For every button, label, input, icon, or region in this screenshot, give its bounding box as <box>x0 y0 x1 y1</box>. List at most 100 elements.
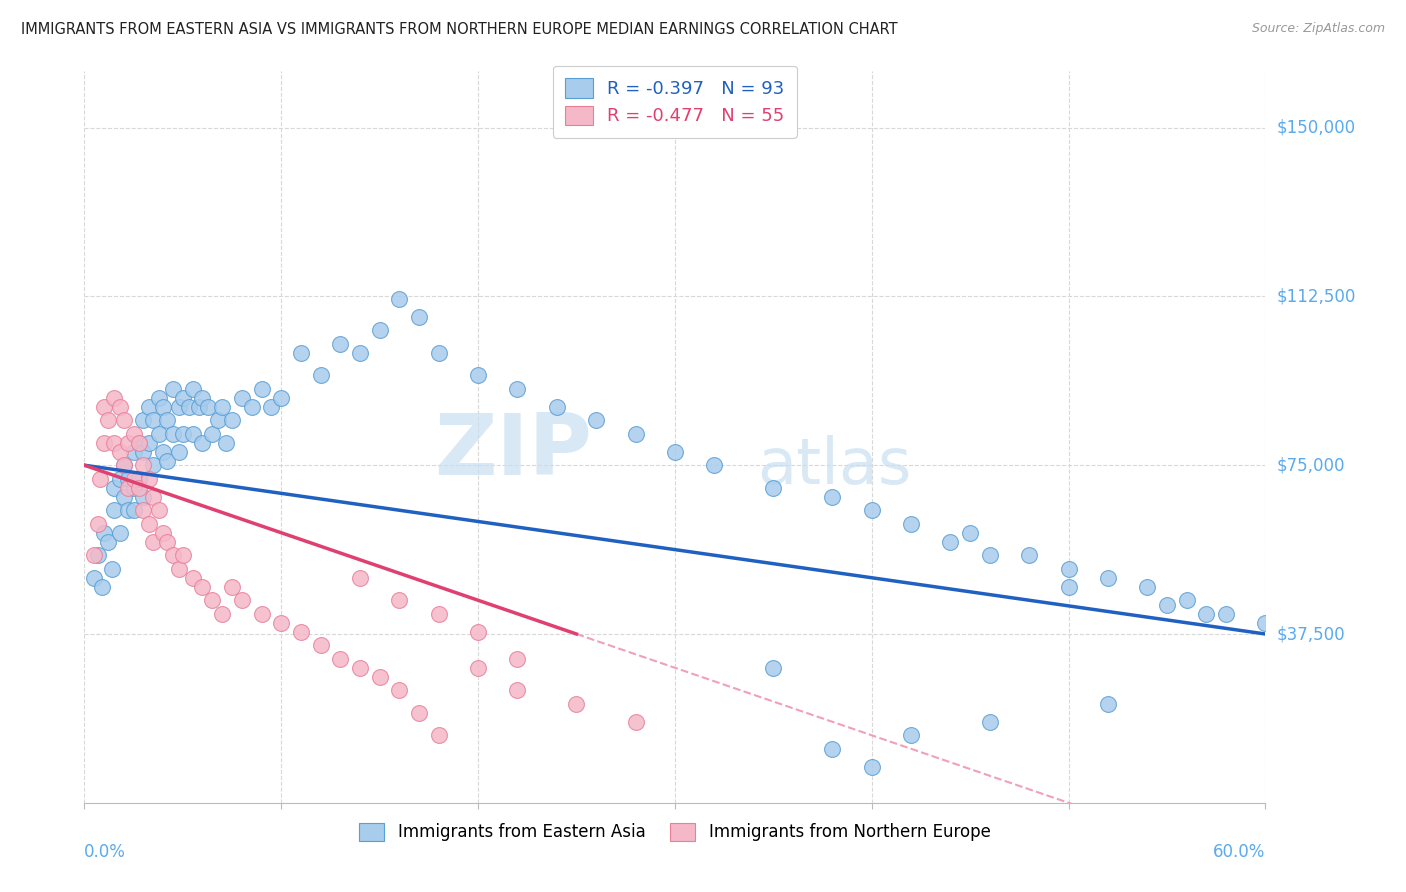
Point <box>112 490 135 504</box>
Text: 60.0%: 60.0% <box>1213 843 1265 861</box>
Point <box>349 661 371 675</box>
Point <box>427 728 450 742</box>
Point <box>506 652 529 666</box>
Point <box>207 413 229 427</box>
Point <box>172 548 194 562</box>
Point <box>821 490 844 504</box>
Point <box>122 426 145 441</box>
Point <box>979 548 1001 562</box>
Point <box>231 391 253 405</box>
Point <box>142 534 165 549</box>
Point <box>87 548 110 562</box>
Point <box>122 503 145 517</box>
Text: $37,500: $37,500 <box>1277 625 1346 643</box>
Point <box>270 391 292 405</box>
Point <box>260 400 283 414</box>
Point <box>191 435 214 450</box>
Point <box>122 481 145 495</box>
Point <box>290 624 312 639</box>
Point <box>197 400 219 414</box>
Point <box>191 580 214 594</box>
Point <box>624 426 647 441</box>
Point <box>467 624 489 639</box>
Point <box>138 400 160 414</box>
Point <box>117 503 139 517</box>
Point <box>132 458 155 473</box>
Point <box>231 593 253 607</box>
Text: ZIP: ZIP <box>434 410 592 493</box>
Point <box>128 481 150 495</box>
Point <box>108 472 131 486</box>
Point <box>368 670 391 684</box>
Point <box>128 435 150 450</box>
Point <box>270 615 292 630</box>
Point <box>97 413 120 427</box>
Point <box>215 435 238 450</box>
Text: $112,500: $112,500 <box>1277 287 1355 305</box>
Point <box>103 481 125 495</box>
Point <box>181 571 204 585</box>
Point <box>112 458 135 473</box>
Point <box>132 490 155 504</box>
Point <box>1215 607 1237 621</box>
Point <box>211 607 233 621</box>
Point <box>128 472 150 486</box>
Point <box>122 472 145 486</box>
Point <box>762 661 785 675</box>
Text: IMMIGRANTS FROM EASTERN ASIA VS IMMIGRANTS FROM NORTHERN EUROPE MEDIAN EARNINGS : IMMIGRANTS FROM EASTERN ASIA VS IMMIGRAN… <box>21 22 897 37</box>
Point <box>250 382 273 396</box>
Point <box>103 391 125 405</box>
Point <box>979 714 1001 729</box>
Text: atlas: atlas <box>758 435 912 498</box>
Point <box>408 310 430 324</box>
Point <box>388 683 411 698</box>
Point <box>939 534 962 549</box>
Point <box>240 400 263 414</box>
Point <box>117 472 139 486</box>
Point <box>132 503 155 517</box>
Point <box>152 525 174 540</box>
Point <box>703 458 725 473</box>
Point <box>388 593 411 607</box>
Point <box>427 345 450 359</box>
Point <box>1018 548 1040 562</box>
Point <box>152 400 174 414</box>
Point <box>762 481 785 495</box>
Point <box>101 562 124 576</box>
Point <box>1156 598 1178 612</box>
Point <box>959 525 981 540</box>
Point <box>349 571 371 585</box>
Point <box>624 714 647 729</box>
Point <box>211 400 233 414</box>
Y-axis label: Median Earnings: Median Earnings <box>0 368 8 506</box>
Point <box>388 292 411 306</box>
Point <box>187 400 209 414</box>
Point <box>142 490 165 504</box>
Point <box>167 562 190 576</box>
Point <box>138 472 160 486</box>
Point <box>122 444 145 458</box>
Point <box>142 413 165 427</box>
Point <box>427 607 450 621</box>
Point <box>1097 571 1119 585</box>
Point <box>172 426 194 441</box>
Point <box>1136 580 1159 594</box>
Point <box>112 458 135 473</box>
Point <box>152 444 174 458</box>
Point <box>97 534 120 549</box>
Text: $75,000: $75,000 <box>1277 456 1346 475</box>
Point <box>860 503 883 517</box>
Point <box>138 435 160 450</box>
Point <box>103 503 125 517</box>
Point <box>201 426 224 441</box>
Point <box>329 652 352 666</box>
Point <box>368 323 391 337</box>
Point <box>142 458 165 473</box>
Point <box>87 516 110 531</box>
Text: Source: ZipAtlas.com: Source: ZipAtlas.com <box>1251 22 1385 36</box>
Point <box>103 435 125 450</box>
Point <box>181 382 204 396</box>
Point <box>138 516 160 531</box>
Point <box>1254 615 1277 630</box>
Point <box>565 697 588 711</box>
